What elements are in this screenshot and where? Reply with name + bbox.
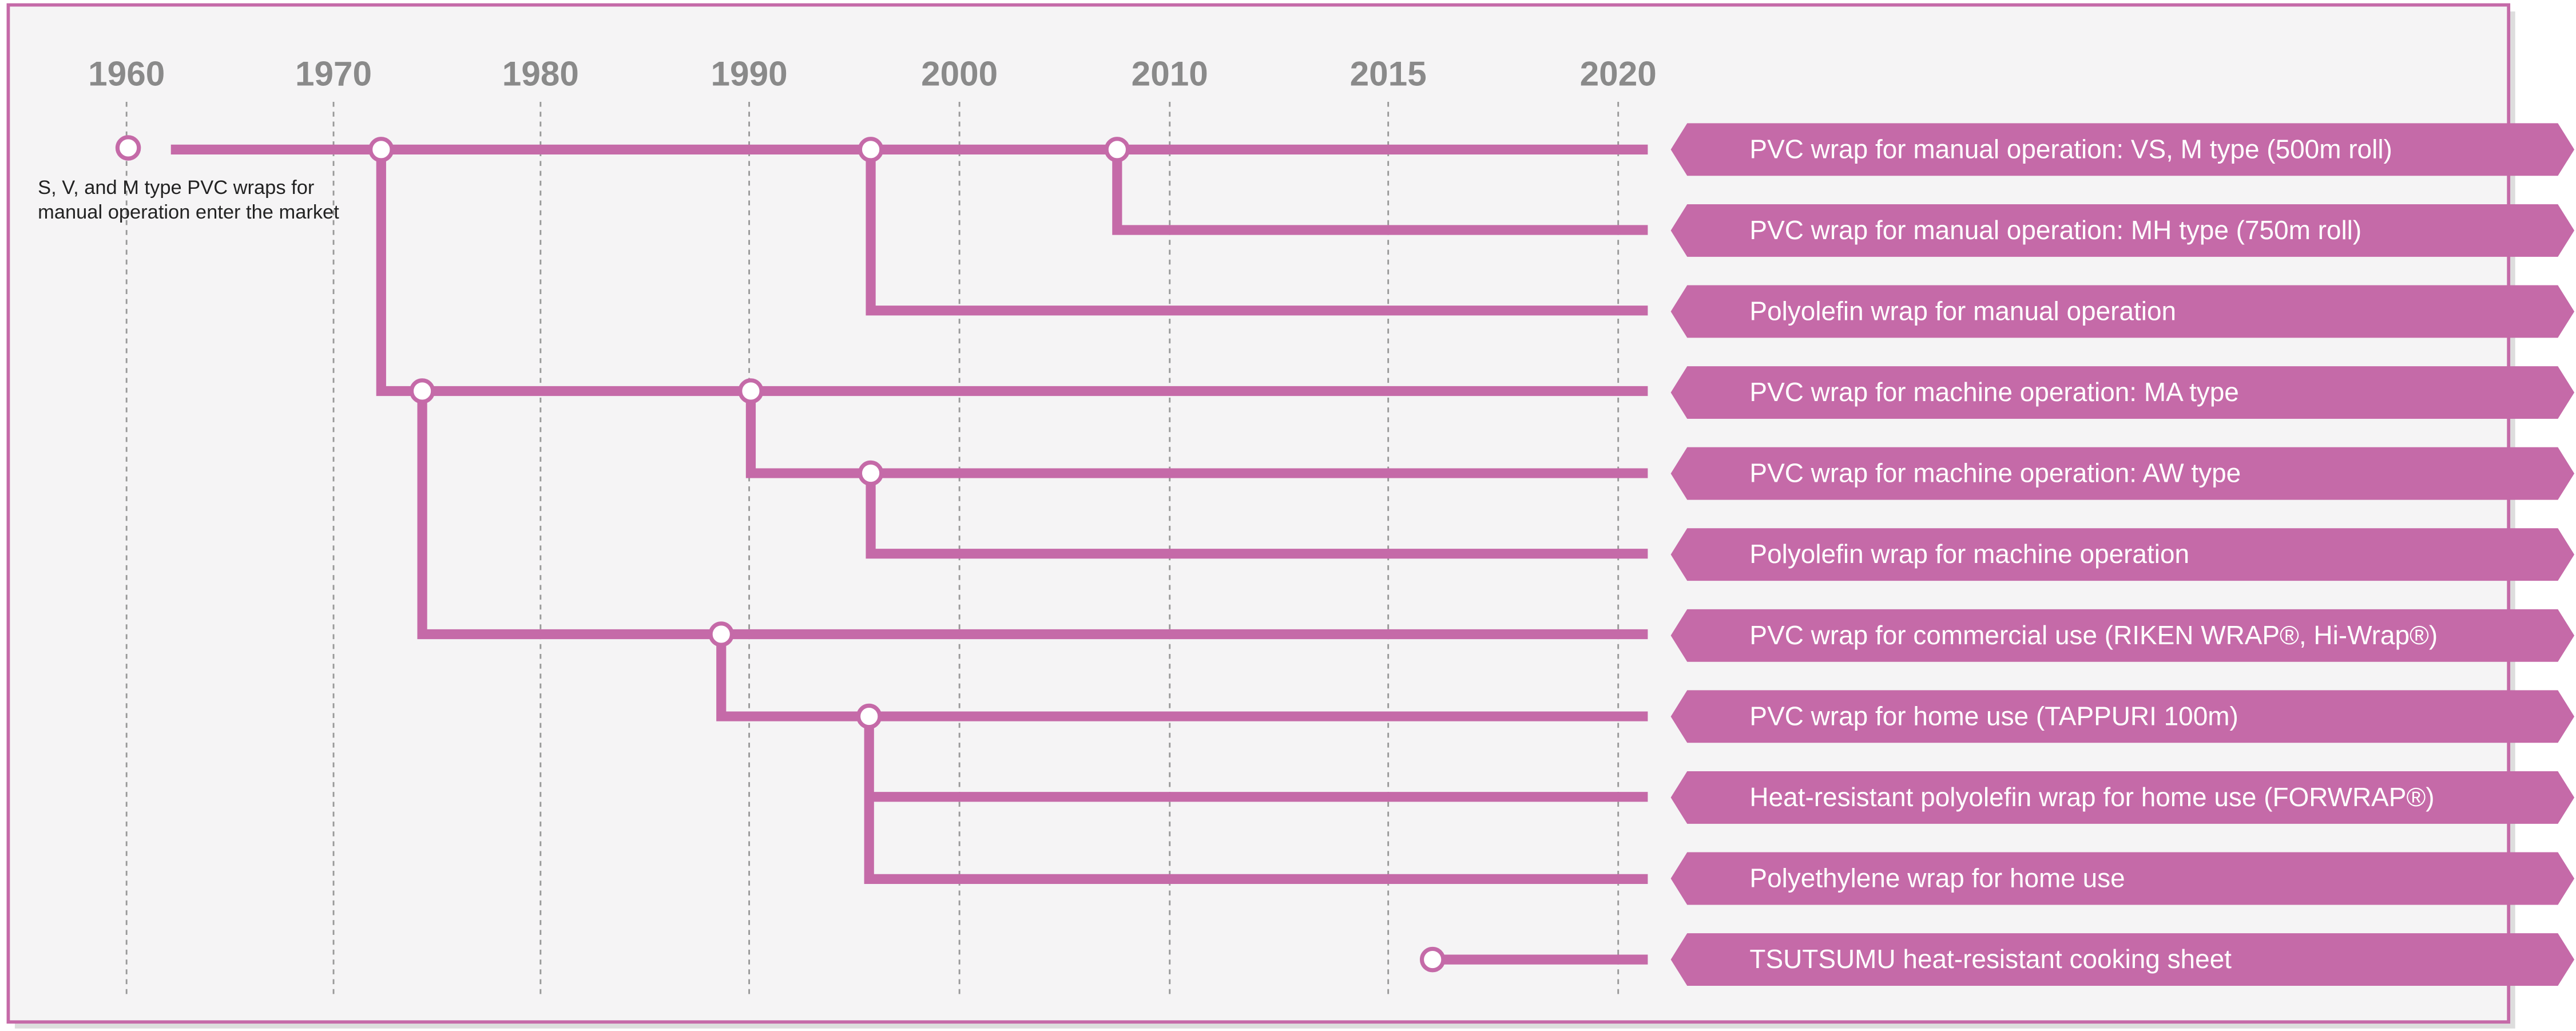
- node: [1104, 137, 1130, 162]
- product-label: Heat-resistant polyolefin wrap for home …: [1749, 782, 2434, 812]
- product-label: Polyolefin wrap for machine operation: [1749, 539, 2189, 569]
- year-label: 2015: [1350, 54, 1427, 93]
- node: [856, 703, 882, 729]
- year-label: 1960: [88, 54, 165, 93]
- year-label: 1970: [295, 54, 372, 93]
- product-label: PVC wrap for commercial use (RIKEN WRAP®…: [1749, 620, 2438, 650]
- branch: [376, 149, 1648, 396]
- node: [858, 460, 884, 486]
- branch: [866, 473, 1648, 559]
- branch: [745, 391, 1648, 478]
- banner: [1670, 447, 2575, 500]
- year-label: 1980: [502, 54, 579, 93]
- branch: [716, 634, 1648, 721]
- banner: [1670, 690, 2575, 743]
- banner: [1670, 285, 2575, 338]
- product-label: Polyethylene wrap for home use: [1749, 863, 2125, 893]
- branch: [864, 716, 1648, 884]
- banner: [1670, 609, 2575, 662]
- banner: [1670, 528, 2575, 581]
- node: [708, 621, 735, 647]
- product-label: PVC wrap for manual operation: VS, M typ…: [1749, 134, 2392, 164]
- branches: [170, 144, 1648, 965]
- banner: [1670, 771, 2575, 824]
- node: [409, 378, 435, 404]
- branch: [866, 149, 1648, 316]
- product-label: PVC wrap for machine operation: MA type: [1749, 377, 2238, 407]
- product-label: Polyolefin wrap for manual operation: [1749, 296, 2176, 326]
- product-label: TSUTSUMU heat-resistant cooking sheet: [1749, 944, 2232, 974]
- year-label: 2010: [1132, 54, 1208, 93]
- year-label: 2000: [921, 54, 998, 93]
- node: [115, 135, 141, 161]
- banner: [1670, 933, 2575, 986]
- node: [858, 137, 884, 162]
- product-label: PVC wrap for home use (TAPPURI 100m): [1749, 701, 2238, 731]
- node: [1419, 946, 1446, 973]
- annotation: manual operation enter the market: [38, 201, 339, 223]
- product-label: PVC wrap for manual operation: MH type (…: [1749, 215, 2361, 245]
- nodes: [115, 135, 1446, 973]
- node: [738, 378, 764, 404]
- banner: [1670, 852, 2575, 905]
- banner: [1670, 366, 2575, 419]
- node: [368, 137, 394, 162]
- branch: [417, 391, 1648, 640]
- year-label: 2020: [1580, 54, 1657, 93]
- banner: [1670, 204, 2575, 257]
- annotation: S, V, and M type PVC wraps for: [38, 177, 314, 199]
- product-label: PVC wrap for machine operation: AW type: [1749, 458, 2241, 488]
- year-label: 1990: [711, 54, 788, 93]
- branch: [1112, 149, 1648, 235]
- banner: [1670, 123, 2575, 176]
- product-banners: PVC wrap for manual operation: VS, M typ…: [1670, 123, 2575, 986]
